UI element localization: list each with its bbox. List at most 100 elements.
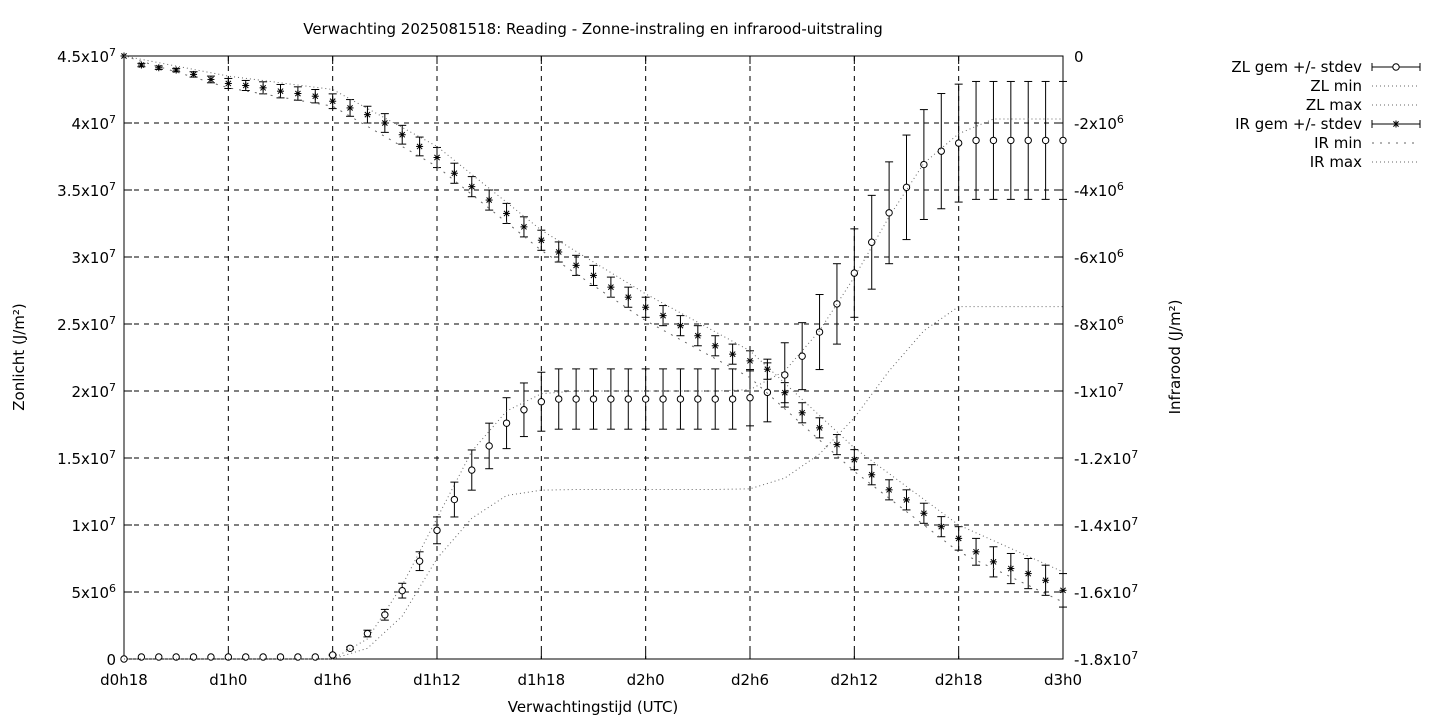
y-left-tick-label: 3x107 — [71, 247, 116, 267]
marker-stroke — [503, 210, 510, 217]
data-point — [642, 303, 650, 311]
marker-stroke — [694, 332, 701, 339]
data-point — [433, 526, 441, 535]
data-point — [520, 223, 528, 231]
y-left-tick-label-exp: 7 — [109, 247, 116, 260]
data-point — [607, 283, 615, 291]
x-axis-label: Verwachtingstijd (UTC) — [508, 698, 679, 716]
data-point — [328, 651, 337, 659]
data-point — [920, 509, 928, 517]
data-point — [259, 84, 267, 92]
data-point — [207, 75, 215, 83]
y-left-tick-label-exp: 7 — [109, 314, 116, 327]
y-left-tick-label: 2.5x107 — [57, 314, 116, 334]
marker-stroke — [1007, 565, 1014, 572]
marker-stroke — [347, 104, 354, 111]
legend-entry: ZL max — [1306, 96, 1420, 114]
data-point — [833, 441, 841, 449]
marker-stroke — [294, 90, 301, 97]
data-point — [868, 471, 876, 479]
data-point — [276, 653, 285, 661]
x-tick-label: d0h18 — [100, 671, 148, 689]
data-point — [798, 352, 806, 360]
marker-stroke — [990, 558, 997, 565]
data-point — [850, 269, 859, 277]
data-point — [920, 160, 928, 169]
data-point — [363, 629, 372, 638]
y-right-tick-label-exp: 7 — [1117, 381, 1124, 394]
data-point — [955, 534, 963, 542]
data-point — [885, 209, 893, 217]
marker-stroke — [190, 71, 197, 78]
data-point — [711, 395, 719, 403]
data-point — [416, 142, 424, 150]
data-point — [363, 111, 371, 119]
series-3 — [120, 52, 1067, 608]
legend-entry: IR gem +/- stdev — [1235, 115, 1421, 133]
y-right-tick-label: -1.2x107 — [1074, 448, 1138, 468]
y-left-tick-label-exp: 7 — [109, 113, 116, 126]
data-point — [572, 395, 580, 403]
data-point — [711, 342, 719, 350]
data-point — [311, 653, 319, 661]
y-right-tick-label-exp: 6 — [1117, 314, 1124, 327]
series-line — [123, 55, 1064, 603]
marker-stroke — [173, 67, 180, 74]
data-point — [1024, 136, 1032, 145]
marker-stroke — [573, 262, 580, 269]
y-left-tick-label: 0 — [106, 651, 116, 669]
data-point — [224, 653, 233, 661]
legend-label: ZL min — [1310, 77, 1362, 95]
y-right-tick-label: -8x106 — [1074, 314, 1124, 334]
data-point — [137, 653, 146, 661]
marker-stroke — [903, 496, 910, 503]
marker-stroke — [399, 131, 406, 138]
x-tick-label: d2h18 — [935, 671, 983, 689]
y-right-tick-label-exp: 7 — [1131, 515, 1138, 528]
series-4 — [123, 55, 1064, 603]
y-axis-right-label: Infrarood (J/m²) — [1166, 300, 1184, 415]
data-point — [294, 90, 302, 98]
data-point — [868, 238, 876, 246]
data-point — [346, 104, 354, 112]
marker-stroke — [851, 456, 858, 463]
marker-stroke — [660, 312, 667, 319]
series-1 — [124, 306, 1063, 660]
marker-stroke — [816, 424, 823, 431]
marker-stroke — [781, 389, 788, 396]
series-line — [123, 55, 1064, 573]
data-point — [885, 486, 893, 494]
marker-stroke — [625, 294, 632, 301]
data-point — [781, 389, 789, 397]
data-point — [415, 557, 424, 565]
y-right-tick-label: -4x106 — [1074, 180, 1124, 200]
y-right-tick-label-exp: 6 — [1117, 113, 1124, 126]
marker-stroke — [973, 548, 980, 555]
y-left-tick-label: 3.5x107 — [57, 180, 116, 200]
data-point — [381, 119, 389, 127]
marker-stroke — [799, 409, 806, 416]
data-point — [763, 388, 772, 397]
data-point — [972, 548, 980, 556]
series-0 — [120, 80, 1067, 663]
marker-stroke — [225, 80, 232, 87]
data-point — [989, 558, 997, 566]
y-left-tick-label: 1x107 — [71, 515, 116, 535]
x-tick-label: d2h0 — [627, 671, 665, 689]
data-point — [346, 644, 354, 652]
data-point — [172, 66, 180, 74]
marker-stroke — [1025, 570, 1032, 577]
legend-label: IR min — [1314, 134, 1362, 152]
x-tick-label: d1h18 — [517, 671, 565, 689]
y-left-tick-label: 4x107 — [71, 113, 116, 133]
y-right-tick-label: 0 — [1074, 48, 1084, 66]
y-axis-left-label: Zonlicht (J/m²) — [10, 303, 28, 411]
data-point — [468, 183, 476, 191]
marker-stroke — [538, 237, 545, 244]
y-left-tick-label-exp: 6 — [109, 582, 116, 595]
x-tick-label: d3h0 — [1044, 671, 1082, 689]
data-point — [224, 79, 232, 87]
data-point — [833, 300, 841, 308]
series-line — [124, 306, 1063, 660]
